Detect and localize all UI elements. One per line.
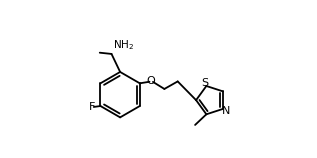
Text: S: S — [202, 78, 209, 88]
Text: F: F — [89, 102, 95, 112]
Text: NH$_2$: NH$_2$ — [113, 39, 134, 52]
Text: N: N — [222, 106, 230, 115]
Text: O: O — [147, 76, 155, 86]
